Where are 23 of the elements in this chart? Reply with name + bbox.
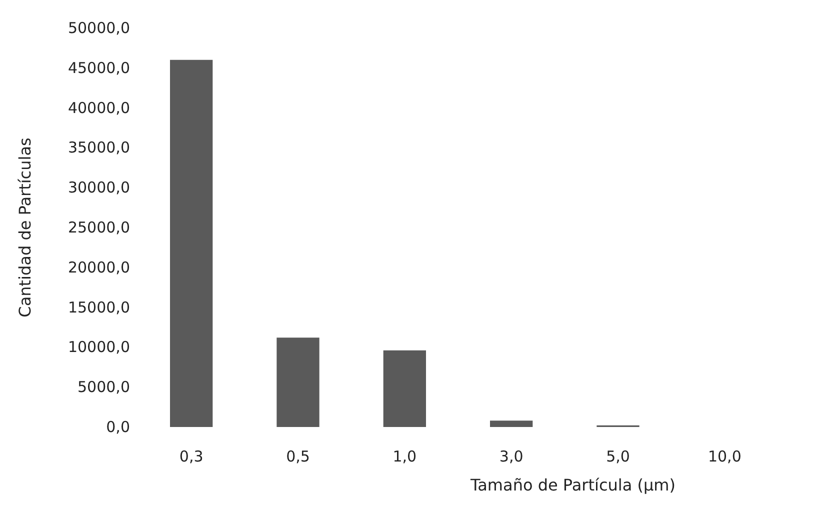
x-tick-label: 5,0 (606, 448, 630, 466)
bar (490, 420, 533, 427)
y-tick-label: 15000,0 (68, 298, 130, 316)
x-tick-label: 0,3 (179, 448, 204, 466)
y-tick-label: 35000,0 (68, 138, 130, 157)
y-tick-label: 50000,0 (68, 19, 130, 37)
bar (276, 338, 320, 427)
x-axis-title: Tamaño de Partícula (µm) (470, 476, 676, 494)
x-tick-label: 1,0 (392, 448, 417, 466)
y-tick-label: 30000,0 (68, 178, 130, 197)
x-tick-label: 3,0 (499, 448, 524, 466)
x-tick-label: 0,5 (286, 448, 310, 466)
y-tick-label: 0,0 (106, 418, 130, 436)
bar (170, 60, 213, 427)
y-tick-label: 40000,0 (68, 98, 130, 117)
bar (383, 350, 426, 427)
y-tick-label: 45000,0 (68, 58, 130, 77)
x-tick-label: 10,0 (708, 448, 742, 466)
y-tick-label: 25000,0 (68, 218, 130, 236)
y-tick-label: 20000,0 (68, 258, 130, 276)
y-axis-title: Cantidad de Partículas (16, 138, 34, 318)
y-tick-label: 10000,0 (68, 338, 130, 356)
y-tick-label: 5000,0 (78, 378, 130, 396)
